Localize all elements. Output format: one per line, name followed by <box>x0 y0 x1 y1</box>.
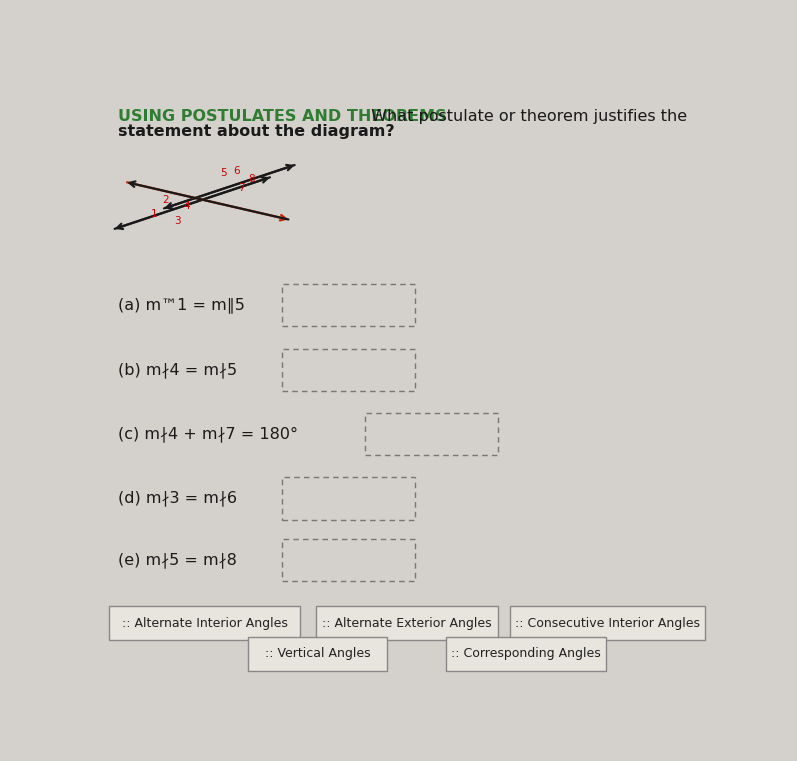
Text: 2: 2 <box>162 195 168 205</box>
Text: USING POSTULATES AND THEOREMS: USING POSTULATES AND THEOREMS <box>118 109 447 124</box>
Text: (a) m™1 = m∥5: (a) m™1 = m∥5 <box>118 298 245 313</box>
FancyBboxPatch shape <box>316 607 498 640</box>
Text: 6: 6 <box>234 166 241 176</box>
Text: (c) m∤4 + m∤7 = 180°: (c) m∤4 + m∤7 = 180° <box>118 426 298 442</box>
Text: (b) m∤4 = m∤5: (b) m∤4 = m∤5 <box>118 361 238 377</box>
Text: :: Alternate Interior Angles: :: Alternate Interior Angles <box>122 617 288 630</box>
Text: :: Corresponding Angles: :: Corresponding Angles <box>451 648 601 661</box>
Text: 8: 8 <box>249 174 255 183</box>
FancyBboxPatch shape <box>365 413 498 455</box>
FancyBboxPatch shape <box>510 607 705 640</box>
Text: 4: 4 <box>183 202 190 212</box>
FancyBboxPatch shape <box>248 637 387 671</box>
Text: 5: 5 <box>220 168 226 179</box>
FancyBboxPatch shape <box>282 477 414 520</box>
FancyBboxPatch shape <box>446 637 606 671</box>
FancyBboxPatch shape <box>109 607 300 640</box>
Text: 7: 7 <box>238 183 245 193</box>
Text: (e) m∤5 = m∤8: (e) m∤5 = m∤8 <box>118 552 237 568</box>
Text: 1: 1 <box>151 209 158 219</box>
Text: statement about the diagram?: statement about the diagram? <box>118 123 395 139</box>
Text: :: Consecutive Interior Angles: :: Consecutive Interior Angles <box>515 617 700 630</box>
Text: What postulate or theorem justifies the: What postulate or theorem justifies the <box>367 109 688 124</box>
Text: 3: 3 <box>174 215 181 225</box>
FancyBboxPatch shape <box>282 284 414 326</box>
Text: :: Vertical Angles: :: Vertical Angles <box>265 648 370 661</box>
FancyBboxPatch shape <box>282 349 414 390</box>
FancyBboxPatch shape <box>282 539 414 581</box>
Text: (d) m∤3 = m∤6: (d) m∤3 = m∤6 <box>118 491 238 507</box>
Text: :: Alternate Exterior Angles: :: Alternate Exterior Angles <box>322 617 492 630</box>
